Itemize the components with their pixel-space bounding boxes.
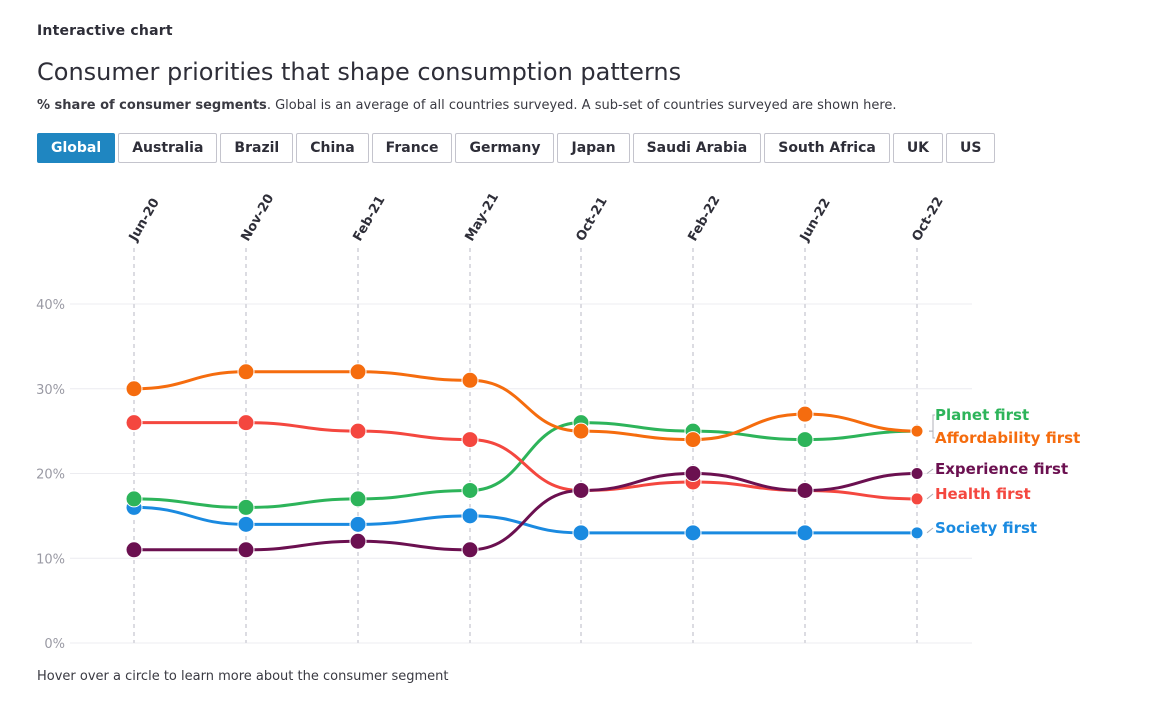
series-line-experience-first <box>133 471 918 552</box>
data-point-experience-first[interactable] <box>349 532 367 550</box>
tab-germany[interactable]: Germany <box>455 133 555 163</box>
data-point-affordability-first[interactable] <box>796 405 814 423</box>
tab-japan[interactable]: Japan <box>557 133 630 163</box>
data-point-experience-first[interactable] <box>237 541 255 559</box>
tab-south-africa[interactable]: South Africa <box>764 133 890 163</box>
y-tick-label: 0% <box>44 637 65 652</box>
tab-australia[interactable]: Australia <box>118 133 218 163</box>
legend-label-planet-first: Planet first <box>935 406 1029 424</box>
series-line-affordability-first <box>133 370 918 442</box>
data-point-experience-first[interactable] <box>572 481 590 499</box>
subtitle-bold: % share of consumer segments <box>37 98 267 113</box>
data-point-society-first[interactable] <box>684 524 702 542</box>
data-point-experience-first[interactable] <box>125 541 143 559</box>
data-point-health-first[interactable] <box>125 414 143 432</box>
eyebrow-label: Interactive chart <box>37 23 173 39</box>
tab-us[interactable]: US <box>946 133 996 163</box>
y-tick-label: 20% <box>36 468 65 483</box>
tab-france[interactable]: France <box>371 133 453 163</box>
data-point-experience-first[interactable] <box>796 481 814 499</box>
legend-label-society-first: Society first <box>935 519 1037 537</box>
data-point-society-first[interactable] <box>572 524 590 542</box>
tab-uk[interactable]: UK <box>892 133 944 163</box>
data-point-affordability-first[interactable] <box>910 424 924 438</box>
legend-label-health-first: Health first <box>935 485 1031 503</box>
tab-brazil[interactable]: Brazil <box>220 133 294 163</box>
data-point-society-first[interactable] <box>461 507 479 525</box>
data-point-health-first[interactable] <box>349 422 367 440</box>
x-tick-label: Oct-22 <box>909 195 946 244</box>
legend-connector-society-first <box>926 527 934 534</box>
data-point-experience-first[interactable] <box>461 541 479 559</box>
tab-saudi-arabia[interactable]: Saudi Arabia <box>632 133 762 163</box>
x-tick-label: Jun-22 <box>797 196 834 245</box>
data-point-planet-first[interactable] <box>796 431 814 449</box>
legend-connector-health-first <box>926 493 934 500</box>
data-point-society-first[interactable] <box>237 515 255 533</box>
data-point-health-first[interactable] <box>910 492 924 506</box>
data-point-experience-first[interactable] <box>684 465 702 482</box>
y-tick-label: 10% <box>36 552 65 567</box>
data-point-society-first[interactable] <box>796 524 814 542</box>
tab-china[interactable]: China <box>296 133 369 163</box>
x-tick-label: May-21 <box>462 190 502 244</box>
x-tick-label: Feb-21 <box>350 193 388 244</box>
x-tick-label: Nov-20 <box>238 192 277 244</box>
footer-hint: Hover over a circle to learn more about … <box>37 669 449 684</box>
country-tabs: Global Australia Brazil China France Ger… <box>37 133 998 163</box>
data-point-society-first[interactable] <box>910 526 924 540</box>
data-point-planet-first[interactable] <box>125 490 143 508</box>
data-point-planet-first[interactable] <box>237 498 255 516</box>
data-point-affordability-first[interactable] <box>684 431 702 449</box>
chart-subtitle: % share of consumer segments. Global is … <box>37 98 897 113</box>
tab-global[interactable]: Global <box>37 133 116 163</box>
data-point-planet-first[interactable] <box>461 481 479 499</box>
y-tick-label: 40% <box>36 298 65 313</box>
data-point-affordability-first[interactable] <box>237 363 255 381</box>
data-point-experience-first[interactable] <box>910 467 924 480</box>
y-tick-label: 30% <box>36 383 65 398</box>
data-point-affordability-first[interactable] <box>125 380 143 398</box>
data-point-affordability-first[interactable] <box>461 371 479 389</box>
series-line-planet-first <box>133 421 918 509</box>
legend-label-affordability-first: Affordability first <box>935 429 1080 447</box>
x-tick-label: Jun-20 <box>126 196 163 245</box>
legend-connector-affordability-first <box>929 430 935 439</box>
chart-title: Consumer priorities that shape consumpti… <box>37 58 682 86</box>
data-point-affordability-first[interactable] <box>349 363 367 381</box>
x-tick-label: Feb-22 <box>685 193 723 244</box>
subtitle-text: . Global is an average of all countries … <box>266 98 897 113</box>
data-point-health-first[interactable] <box>237 414 255 432</box>
data-point-health-first[interactable] <box>461 431 479 449</box>
x-tick-label: Oct-21 <box>573 195 610 244</box>
legend-connector-experience-first <box>926 468 934 474</box>
data-point-affordability-first[interactable] <box>572 422 590 440</box>
legend-label-experience-first: Experience first <box>935 460 1068 478</box>
data-point-society-first[interactable] <box>349 515 367 533</box>
data-point-planet-first[interactable] <box>349 490 367 508</box>
